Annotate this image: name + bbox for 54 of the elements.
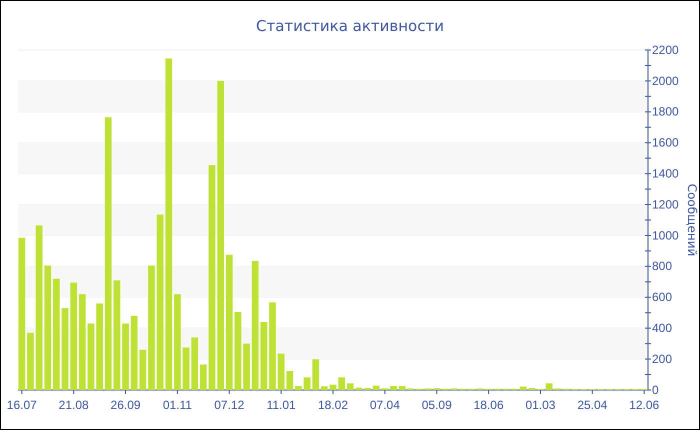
bar <box>286 370 294 390</box>
bar <box>139 350 146 390</box>
bar <box>372 386 380 390</box>
x-tick-label: 21.08 <box>58 398 90 412</box>
bar <box>44 266 52 390</box>
bar <box>390 386 397 390</box>
bar <box>252 260 259 390</box>
bar <box>398 386 406 390</box>
bar <box>191 337 198 390</box>
bar <box>208 165 216 390</box>
y-tick-label: 1200 <box>652 197 680 212</box>
y-tick-label: 400 <box>652 321 672 336</box>
y-tick-label: 1000 <box>652 228 680 242</box>
x-tick-label: 26.09 <box>110 398 141 412</box>
bar <box>200 364 207 390</box>
bar <box>312 359 320 390</box>
x-tick-label: 07.12 <box>214 398 245 412</box>
chart-title: Статистика активности <box>256 17 444 35</box>
y-tick-label: 200 <box>652 352 672 366</box>
y-tick-label: 0 <box>652 382 659 397</box>
y-tick-label: 2000 <box>652 74 680 88</box>
y-tick-label: 1800 <box>652 104 680 119</box>
x-tick-label: 18.02 <box>318 398 348 412</box>
x-tick-label: 11.01 <box>266 398 296 412</box>
x-tick-label: 12.06 <box>629 398 660 412</box>
bar <box>260 322 268 390</box>
bar <box>226 254 233 390</box>
bar <box>520 386 527 390</box>
bar <box>217 80 224 390</box>
bar <box>70 282 78 390</box>
y-tick-label: 800 <box>652 259 672 274</box>
x-tick-label: 07.04 <box>370 398 400 412</box>
x-tick-label: 01.11 <box>162 398 192 412</box>
x-tick-label: 16.07 <box>6 398 38 412</box>
x-tick-label: 05.09 <box>422 398 452 412</box>
y-tick-label: 2200 <box>652 42 680 57</box>
bar <box>330 384 336 390</box>
bar <box>278 354 285 390</box>
y-tick-label: 1600 <box>652 136 680 150</box>
y-tick-label: 1400 <box>652 166 680 180</box>
bar <box>320 386 328 390</box>
bar <box>104 117 112 390</box>
bar <box>18 238 26 390</box>
bar <box>130 316 138 390</box>
x-tick-label: 18.06 <box>474 398 504 412</box>
bar <box>346 383 354 390</box>
bar <box>165 58 172 390</box>
x-tick-label: 01.03 <box>525 398 556 412</box>
y-tick-label: 600 <box>652 290 672 304</box>
bar <box>338 377 346 390</box>
x-tick-label: 25.04 <box>577 398 608 412</box>
bar <box>78 294 86 390</box>
bar <box>269 302 276 390</box>
y-axis-title: Сообщений <box>685 184 699 256</box>
